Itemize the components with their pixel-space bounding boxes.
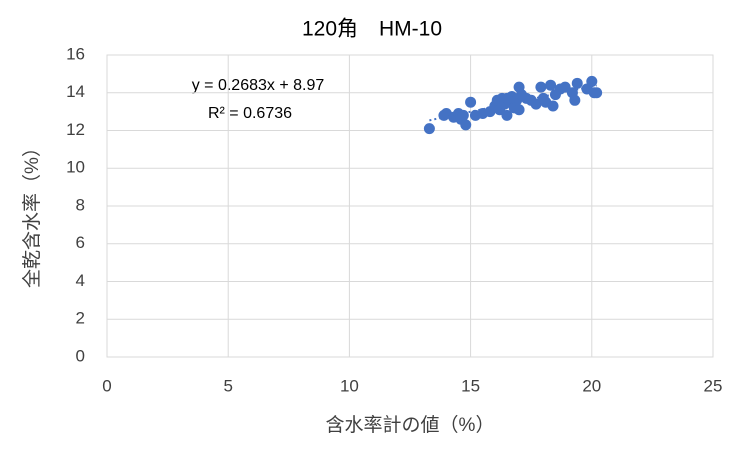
point bbox=[501, 109, 513, 121]
point bbox=[571, 77, 583, 89]
point bbox=[569, 94, 581, 106]
y-axis-title: 全乾含水率（%） bbox=[21, 138, 43, 288]
y-tick-label: 10 bbox=[66, 158, 85, 177]
point bbox=[423, 123, 435, 135]
point bbox=[465, 96, 477, 108]
point bbox=[547, 100, 559, 112]
y-tick-label: 14 bbox=[66, 82, 85, 101]
chart-title: 120角 HM-10 bbox=[302, 18, 442, 41]
y-tick-label: 6 bbox=[76, 233, 85, 252]
point bbox=[460, 119, 472, 131]
trendline bbox=[429, 84, 597, 122]
x-tick-label: 15 bbox=[461, 376, 480, 395]
x-tick-label: 20 bbox=[582, 376, 601, 395]
x-tick-label: 10 bbox=[340, 376, 359, 395]
x-tick-label: 0 bbox=[102, 376, 111, 395]
x-axis-title: 含水率計の値（%） bbox=[326, 414, 495, 436]
trendline-equation: y = 0.2683x + 8.97 bbox=[192, 77, 325, 94]
y-tick-label: 4 bbox=[76, 271, 85, 290]
point bbox=[535, 81, 547, 93]
r-squared: R² = 0.6736 bbox=[208, 105, 292, 122]
point bbox=[513, 104, 525, 116]
point bbox=[586, 75, 598, 87]
y-tick-label: 2 bbox=[76, 309, 85, 328]
y-tick-label: 16 bbox=[66, 44, 85, 63]
x-tick-label: 5 bbox=[223, 376, 232, 395]
y-tick-label: 12 bbox=[66, 120, 85, 139]
point bbox=[591, 87, 603, 99]
y-tick-label: 0 bbox=[76, 346, 85, 365]
point bbox=[457, 109, 469, 121]
point bbox=[516, 89, 528, 101]
plot-border bbox=[106, 54, 714, 358]
point bbox=[501, 92, 513, 104]
y-tick-label: 8 bbox=[76, 195, 85, 214]
point bbox=[545, 79, 557, 91]
x-tick-label: 25 bbox=[704, 376, 723, 395]
